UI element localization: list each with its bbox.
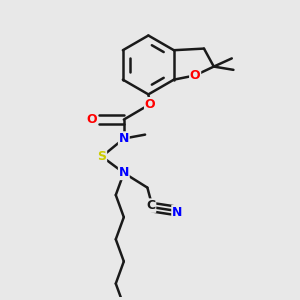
Text: N: N [118, 167, 129, 179]
Text: C: C [146, 199, 155, 212]
Text: O: O [190, 69, 200, 82]
Text: S: S [98, 150, 106, 163]
Text: N: N [172, 206, 182, 219]
Text: N: N [118, 132, 129, 145]
Text: O: O [145, 98, 155, 111]
Text: O: O [86, 113, 97, 126]
